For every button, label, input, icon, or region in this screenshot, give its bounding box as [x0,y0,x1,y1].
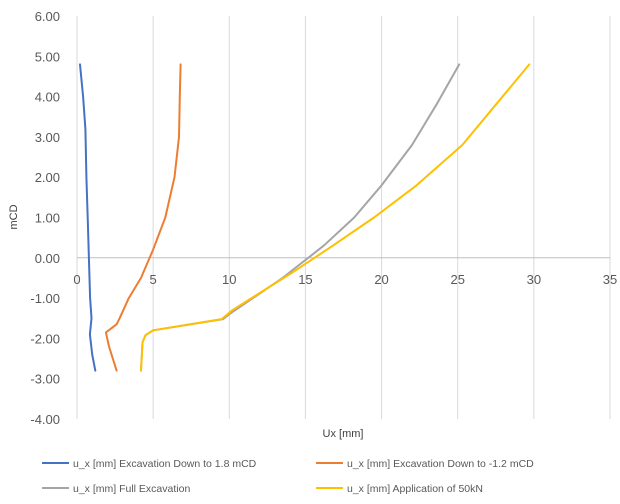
x-tick-label: 10 [222,272,236,287]
y-tick-label: -2.00 [30,331,60,346]
x-tick-label: 25 [450,272,464,287]
legend-entry-3: u_x [mm] Application of 50kN [347,483,483,495]
x-tick-label: 20 [374,272,388,287]
legend-entry-2: u_x [mm] Full Excavation [73,483,190,495]
y-axis-label: mCD [8,204,20,229]
x-tick-label: 15 [298,272,312,287]
y-tick-label: 1.00 [35,211,60,226]
x-tick-label: 0 [73,272,80,287]
legend-entry-1: u_x [mm] Excavation Down to -1.2 mCD [347,458,534,470]
y-tick-label: 6.00 [35,9,60,24]
y-tick-label: 2.00 [35,170,60,185]
series-line-1 [104,63,182,372]
series-lines [79,63,531,372]
x-axis-label: Ux [mm] [323,428,364,440]
grid-lines [76,16,611,419]
x-tick-label: 30 [527,272,541,287]
y-tick-label: 0.00 [35,251,60,266]
legend-entry-0: u_x [mm] Excavation Down to 1.8 mCD [73,458,257,470]
y-tick-label: -4.00 [30,412,60,427]
x-tick-label: 35 [603,272,617,287]
legend: u_x [mm] Excavation Down to 1.8 mCD u_x [… [42,458,534,495]
y-tick-label: 3.00 [35,130,60,145]
series-line-3 [140,63,531,372]
x-axis-ticks: 0 5 10 15 20 25 30 35 [73,272,617,287]
x-tick-label: 5 [150,272,157,287]
y-tick-label: 5.00 [35,49,60,64]
y-axis-ticks: 6.00 5.00 4.00 3.00 2.00 1.00 0.00 -1.00 -2.00 -3… [30,9,60,427]
y-tick-label: 4.00 [35,90,60,105]
y-tick-label: -1.00 [30,291,60,306]
series-line-0 [79,63,97,372]
y-tick-label: -3.00 [30,372,60,387]
